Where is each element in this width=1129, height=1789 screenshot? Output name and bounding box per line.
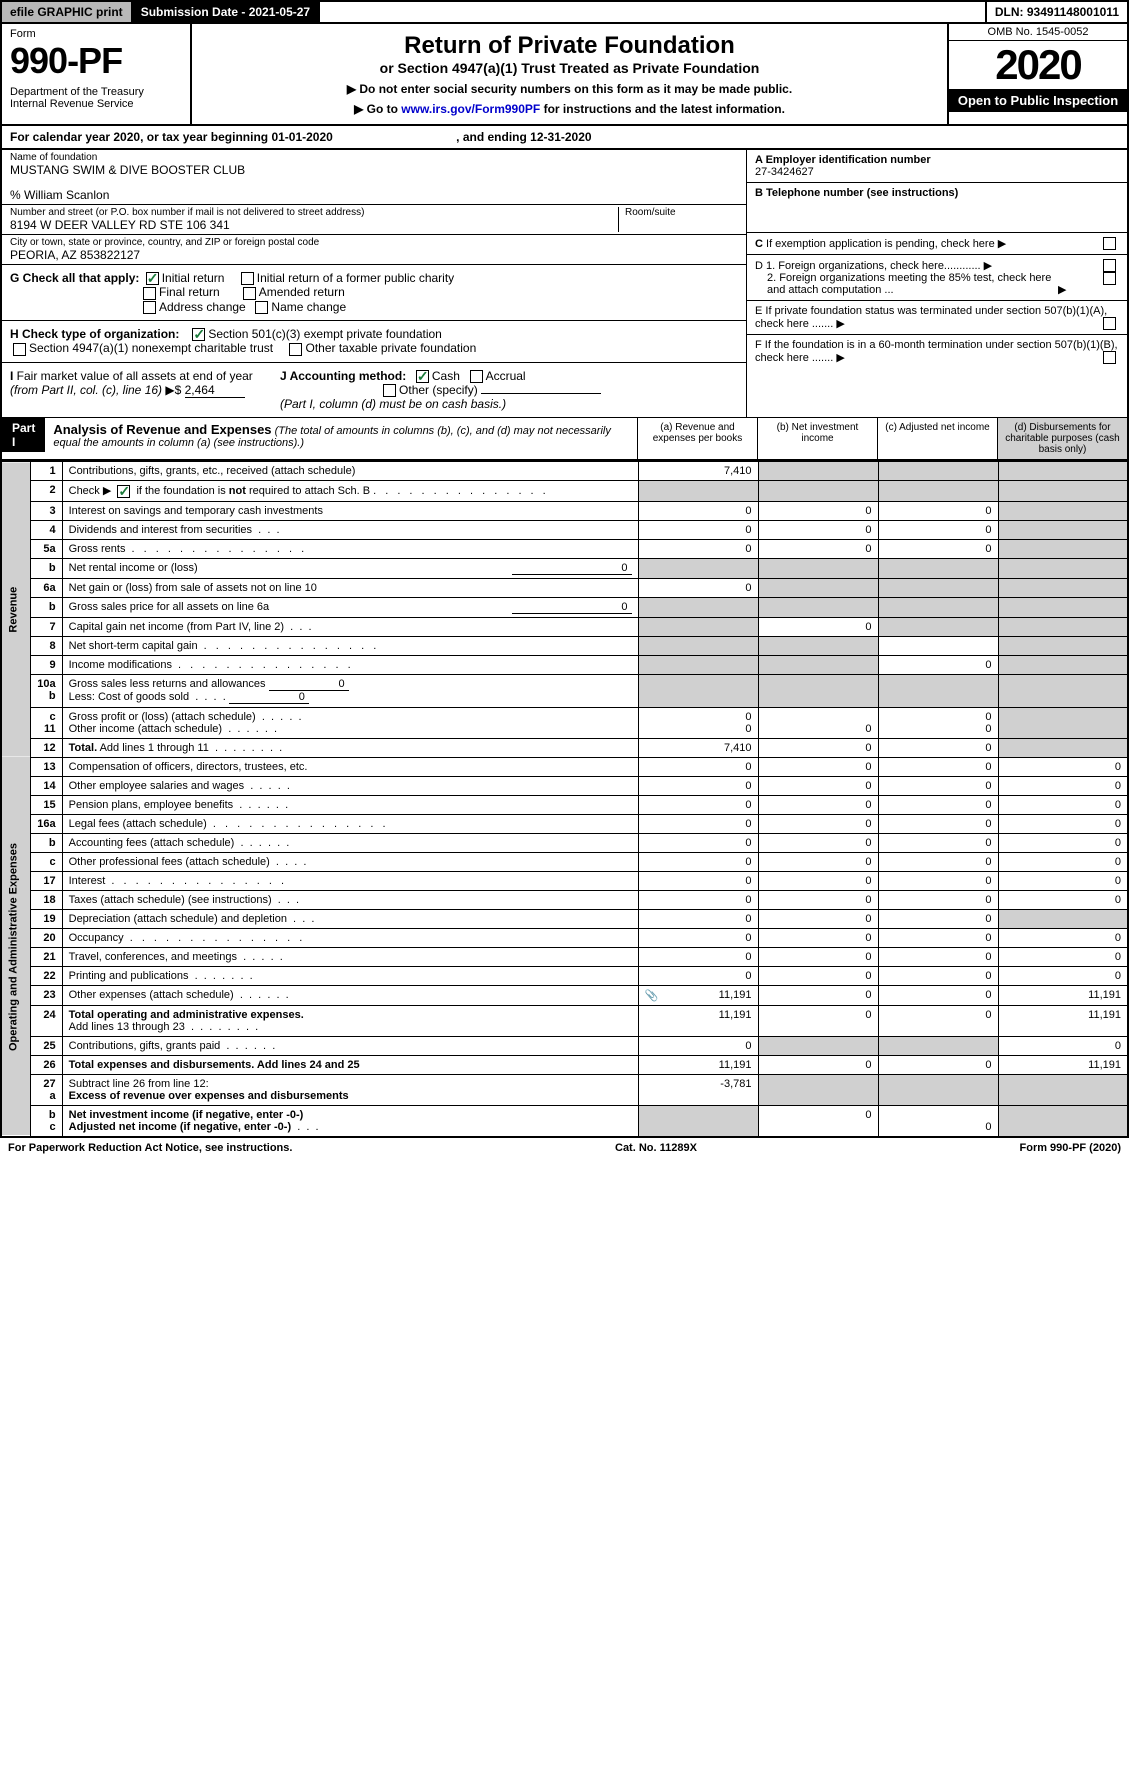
name-field: Name of foundation MUSTANG SWIM & DIVE B…: [2, 150, 746, 205]
fmv-value: 2,464: [185, 383, 245, 398]
check-name-change[interactable]: [255, 301, 268, 314]
check-d1[interactable]: [1103, 259, 1116, 272]
form-link[interactable]: www.irs.gov/Form990PF: [401, 102, 540, 116]
check-e[interactable]: [1103, 317, 1116, 330]
info-section: Name of foundation MUSTANG SWIM & DIVE B…: [0, 150, 1129, 417]
section-c: C If exemption application is pending, c…: [747, 233, 1127, 255]
check-other-taxable[interactable]: [289, 343, 302, 356]
revenue-label: Revenue: [1, 462, 31, 758]
top-bar: efile GRAPHIC print Submission Date - 20…: [0, 0, 1129, 24]
inspection-label: Open to Public Inspection: [949, 89, 1127, 112]
part1-label: Part I: [2, 418, 45, 452]
street-address: 8194 W DEER VALLEY RD STE 106 341: [10, 218, 230, 232]
form-title: Return of Private Foundation: [200, 32, 939, 60]
section-f: F If the foundation is in a 60-month ter…: [747, 335, 1127, 368]
cal-year-end: , and ending 12-31-2020: [456, 130, 591, 144]
form-label: Form: [10, 28, 182, 40]
check-initial-former[interactable]: [241, 272, 254, 285]
check-initial-return[interactable]: [146, 272, 159, 285]
cash-basis-note: (Part I, column (d) must be on cash basi…: [280, 397, 506, 411]
check-addr-change[interactable]: [143, 301, 156, 314]
form-subtitle: or Section 4947(a)(1) Trust Treated as P…: [200, 60, 939, 76]
room-label: Room/suite: [625, 207, 676, 218]
cal-year-begin: For calendar year 2020, or tax year begi…: [10, 130, 333, 144]
care-of: % William Scanlon: [10, 188, 109, 202]
col-c-header: (c) Adjusted net income: [877, 418, 997, 459]
check-other-method[interactable]: [383, 384, 396, 397]
section-ij: I Fair market value of all assets at end…: [2, 363, 746, 418]
header-right: OMB No. 1545-0052 2020 Open to Public In…: [947, 24, 1127, 124]
tax-year: 2020: [949, 41, 1127, 89]
omb-number: OMB No. 1545-0052: [949, 24, 1127, 41]
efile-label: efile GRAPHIC print: [2, 2, 133, 22]
header-left: Form 990-PF Department of the TreasuryIn…: [2, 24, 192, 124]
check-final-return[interactable]: [143, 287, 156, 300]
check-amended[interactable]: [243, 287, 256, 300]
foundation-name: MUSTANG SWIM & DIVE BOOSTER CLUB: [10, 163, 245, 177]
check-501c3[interactable]: [192, 328, 205, 341]
footer-right: Form 990-PF (2020): [1020, 1142, 1121, 1154]
part1-title-block: Analysis of Revenue and Expenses (The to…: [45, 418, 637, 453]
section-e: E If private foundation status was termi…: [747, 301, 1127, 335]
check-c[interactable]: [1103, 237, 1116, 250]
check-f[interactable]: [1103, 351, 1116, 364]
check-cash[interactable]: [416, 370, 429, 383]
footer-center: Cat. No. 11289X: [615, 1142, 697, 1154]
col-b-header: (b) Net investment income: [757, 418, 877, 459]
section-g: G Check all that apply: Initial return I…: [2, 265, 746, 321]
expenses-label: Operating and Administrative Expenses: [1, 757, 31, 1136]
page-footer: For Paperwork Reduction Act Notice, see …: [0, 1137, 1129, 1158]
header-center: Return of Private Foundation or Section …: [192, 24, 947, 124]
footer-left: For Paperwork Reduction Act Notice, see …: [8, 1142, 292, 1154]
phone-block: B Telephone number (see instructions): [747, 183, 1127, 233]
col-a-header: (a) Revenue and expenses per books: [637, 418, 757, 459]
instruction-2: ▶ Go to www.irs.gov/Form990PF for instru…: [200, 102, 939, 116]
section-h: H Check type of organization: Section 50…: [2, 321, 746, 363]
submission-date: Submission Date - 2021-05-27: [133, 2, 320, 22]
check-d2[interactable]: [1103, 272, 1116, 285]
calendar-year-row: For calendar year 2020, or tax year begi…: [0, 126, 1129, 150]
check-4947a1[interactable]: [13, 343, 26, 356]
dln-label: DLN: 93491148001011: [985, 2, 1127, 22]
revenue-expense-table: Revenue 1Contributions, gifts, grants, e…: [0, 461, 1129, 1137]
address-field: Number and street (or P.O. box number if…: [2, 205, 746, 235]
check-sch-b[interactable]: [117, 485, 130, 498]
city-state-zip: PEORIA, AZ 853822127: [10, 248, 140, 262]
form-header: Form 990-PF Department of the TreasuryIn…: [0, 24, 1129, 126]
ein-block: A Employer identification number 27-3424…: [747, 150, 1127, 183]
part1-header-row: Part I Analysis of Revenue and Expenses …: [0, 417, 1129, 461]
col-d-header: (d) Disbursements for charitable purpose…: [997, 418, 1127, 459]
ein-value: 27-3424627: [755, 166, 814, 178]
city-field: City or town, state or province, country…: [2, 235, 746, 265]
dept-label: Department of the TreasuryInternal Reven…: [10, 86, 182, 110]
form-number: 990-PF: [10, 40, 182, 82]
section-d: D 1. Foreign organizations, check here..…: [747, 255, 1127, 301]
check-accrual[interactable]: [470, 370, 483, 383]
instruction-1: ▶ Do not enter social security numbers o…: [200, 82, 939, 96]
attachment-icon[interactable]: 📎: [645, 989, 659, 1002]
